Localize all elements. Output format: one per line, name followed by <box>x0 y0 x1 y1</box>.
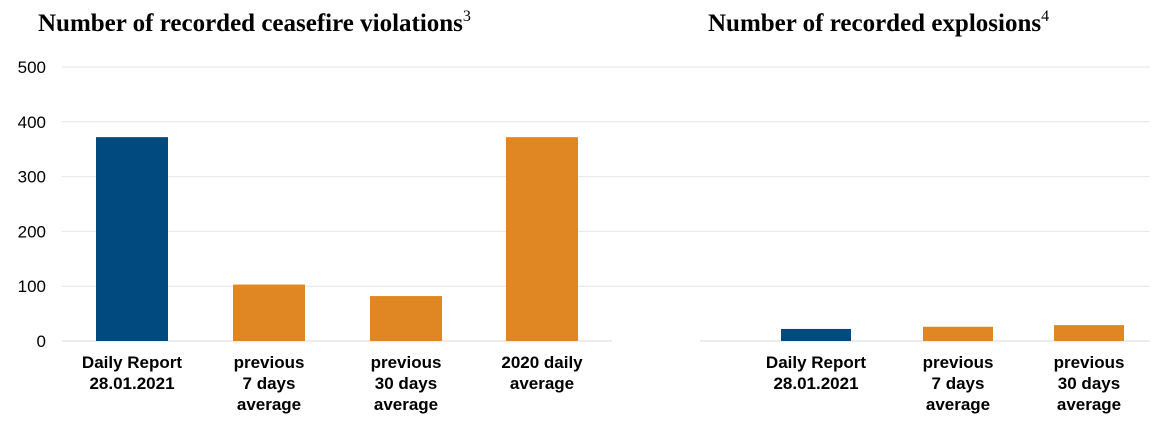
category-label: Daily Report 28.01.2021 <box>82 353 182 393</box>
category-label-line: 28.01.2021 <box>89 374 174 393</box>
category-label-line: previous <box>371 353 442 372</box>
bar-1-1 <box>923 326 993 341</box>
bar-0-0 <box>96 137 168 341</box>
category-label-line: 30 days <box>375 374 437 393</box>
chart-title-explosions: Number of recorded explosions4 <box>708 8 1050 38</box>
chart-title-ceasefire: Number of recorded ceasefire violations3 <box>38 8 471 38</box>
category-label-line: 28.01.2021 <box>773 374 858 393</box>
chart-title-explosions-text: Number of recorded explosions <box>708 10 1042 37</box>
bar-0-2 <box>370 296 442 341</box>
category-label-line: average <box>510 374 574 393</box>
chart-title-explosions-note: 4 <box>1041 8 1050 25</box>
y-tick-label: 500 <box>18 58 46 77</box>
y-tick-label: 0 <box>37 332 46 351</box>
bar-0-3 <box>506 137 578 341</box>
category-label: previous 30 days average <box>371 353 442 414</box>
category-label-line: 2020 daily <box>501 353 583 372</box>
y-tick-label: 400 <box>18 113 46 132</box>
bar-1-0 <box>781 328 851 341</box>
bar-1-2 <box>1054 325 1124 341</box>
category-label-line: 30 days <box>1058 374 1120 393</box>
category-label-line: previous <box>234 353 305 372</box>
category-label-line: Daily Report <box>766 353 866 372</box>
chart-title-ceasefire-note: 3 <box>462 8 471 25</box>
category-label-line: Daily Report <box>82 353 182 372</box>
category-label-line: average <box>926 395 990 414</box>
y-tick-label: 100 <box>18 277 46 296</box>
category-label: previous 7 days average <box>923 353 994 414</box>
category-label-line: previous <box>923 353 994 372</box>
category-label: 2020 daily average <box>501 353 583 393</box>
category-label: previous 7 days average <box>234 353 305 414</box>
chart-title-ceasefire-text: Number of recorded ceasefire violations <box>38 10 463 37</box>
category-label-line: average <box>374 395 438 414</box>
category-label-line: 7 days <box>932 374 985 393</box>
category-label-line: average <box>1057 395 1121 414</box>
bar-0-1 <box>233 284 305 341</box>
y-tick-label: 200 <box>18 222 46 241</box>
y-tick-label: 300 <box>18 168 46 187</box>
category-label-line: average <box>237 395 301 414</box>
category-label: Daily Report 28.01.2021 <box>766 353 866 393</box>
category-label-line: previous <box>1054 353 1125 372</box>
category-label: previous 30 days average <box>1054 353 1125 414</box>
category-label-line: 7 days <box>243 374 296 393</box>
